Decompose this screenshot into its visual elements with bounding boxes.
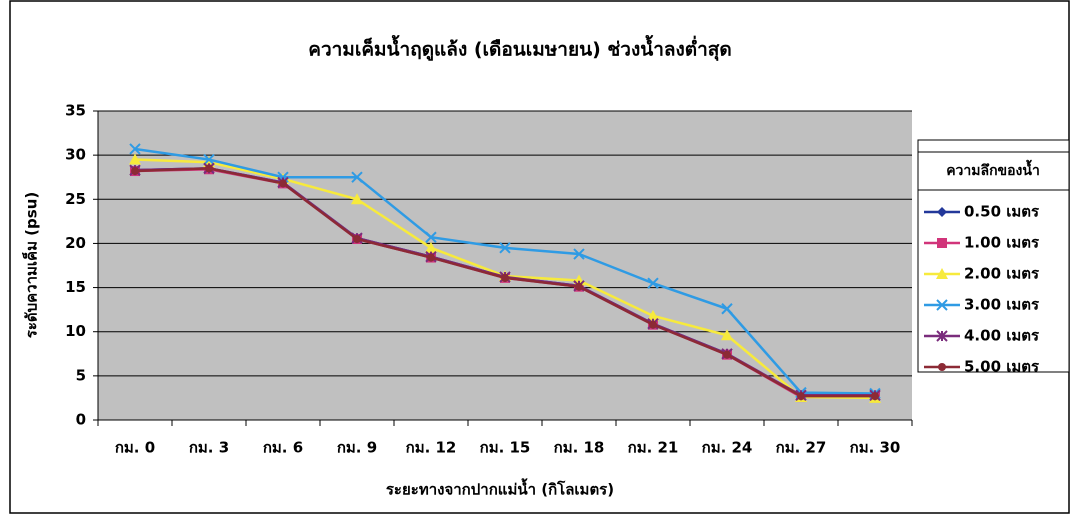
data-point bbox=[129, 143, 141, 155]
legend-marker bbox=[936, 299, 948, 311]
data-point bbox=[351, 193, 363, 205]
x-tick-label: กม. 30 bbox=[850, 439, 901, 457]
legend-label: 0.50 เมตร bbox=[964, 203, 1040, 221]
data-point bbox=[205, 164, 213, 173]
y-tick-label: 25 bbox=[65, 190, 86, 208]
data-point bbox=[647, 277, 659, 289]
legend-marker bbox=[938, 363, 946, 371]
y-tick-label: 15 bbox=[65, 278, 86, 296]
data-point bbox=[797, 392, 805, 401]
data-point bbox=[425, 231, 437, 243]
data-point bbox=[573, 248, 585, 260]
data-point bbox=[427, 253, 435, 262]
legend-title-box bbox=[917, 151, 1070, 191]
x-tick-label: กม. 24 bbox=[702, 439, 753, 457]
y-tick-label: 30 bbox=[65, 146, 86, 164]
data-point bbox=[721, 329, 733, 341]
y-tick-label: 5 bbox=[76, 366, 86, 384]
legend-label: 5.00 เมตร bbox=[964, 358, 1040, 376]
data-point bbox=[647, 309, 659, 321]
data-point bbox=[575, 282, 583, 291]
legend-marker bbox=[937, 207, 947, 217]
x-tick-label: กม. 0 bbox=[115, 439, 155, 457]
data-point bbox=[721, 303, 733, 315]
legend-label: 3.00 เมตร bbox=[964, 296, 1040, 314]
legend-title: ความลึกของน้ำ bbox=[946, 159, 1040, 179]
x-tick-label: กม. 6 bbox=[263, 439, 303, 457]
legend-label: 4.00 เมตร bbox=[964, 327, 1040, 345]
legend-label: 1.00 เมตร bbox=[964, 234, 1040, 252]
data-point bbox=[499, 242, 511, 254]
y-tick-label: 35 bbox=[65, 102, 86, 120]
data-point bbox=[131, 167, 139, 176]
x-axis-label: ระยะทางจากปากแม่น้ำ (กิโลเมตร) bbox=[386, 478, 614, 499]
data-point bbox=[501, 273, 509, 282]
x-tick-label: กม. 27 bbox=[776, 439, 827, 457]
x-tick-label: กม. 9 bbox=[337, 439, 377, 457]
y-tick-label: 20 bbox=[65, 234, 86, 252]
x-tick-label: กม. 12 bbox=[406, 439, 457, 457]
plot-area bbox=[98, 111, 912, 420]
x-tick-label: กม. 18 bbox=[554, 439, 605, 457]
x-tick-label: กม. 3 bbox=[189, 439, 229, 457]
data-point bbox=[871, 392, 879, 401]
data-point bbox=[649, 320, 657, 329]
y-tick-label: 0 bbox=[76, 411, 86, 429]
data-point bbox=[129, 153, 141, 165]
legend-marker bbox=[936, 268, 948, 279]
data-point bbox=[353, 235, 361, 244]
data-point bbox=[425, 241, 437, 253]
x-tick-label: กม. 15 bbox=[480, 439, 531, 457]
data-point bbox=[203, 153, 215, 166]
x-tick-label: กม. 21 bbox=[628, 439, 679, 457]
legend-marker bbox=[936, 330, 948, 342]
data-point bbox=[723, 350, 731, 359]
data-point bbox=[279, 179, 287, 188]
legend-label: 2.00 เมตร bbox=[964, 265, 1040, 283]
y-axis-label: ระดับความเค็ม (psu) bbox=[22, 192, 41, 338]
y-tick-label: 10 bbox=[65, 322, 86, 340]
chart-title: ความเค็มน้ำฤดูแล้ง (เดือนเมษายน) ช่วงน้ำ… bbox=[308, 35, 732, 62]
data-point bbox=[351, 171, 363, 183]
legend-marker bbox=[937, 238, 947, 248]
